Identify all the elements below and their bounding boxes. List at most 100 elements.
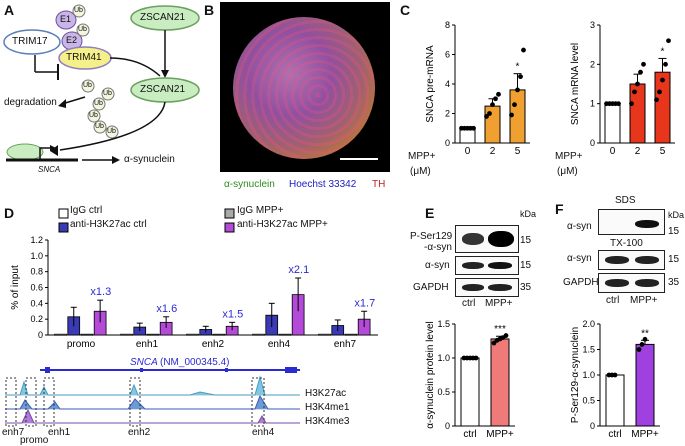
x-tick-label: 2 xyxy=(490,146,496,157)
x-tick-label: ctrl xyxy=(608,429,621,440)
unit-label-c1: (μM) xyxy=(410,166,431,177)
bar xyxy=(605,374,625,427)
y-tick-label: 0 xyxy=(590,138,595,148)
data-point xyxy=(635,81,640,87)
data-point xyxy=(503,333,509,338)
region-enh4: enh4 xyxy=(252,427,275,438)
region-enh7: enh7 xyxy=(2,427,25,438)
significance-mark: * xyxy=(516,62,520,73)
panel-a-label: A xyxy=(4,2,15,18)
panel-e-label: E xyxy=(425,205,435,221)
x-tick-label: enh7 xyxy=(334,339,357,350)
y-tick-label: 0 xyxy=(445,138,450,148)
data-point xyxy=(512,102,517,108)
e-mw3: 35 xyxy=(520,282,532,293)
track-mark-h3k4me3: H3K4me3 xyxy=(305,416,350,427)
legend-red: TH xyxy=(372,179,386,190)
f-row1-label: α-syn xyxy=(567,221,592,232)
x-tick-label: ctrl xyxy=(463,429,476,440)
y-tick-label: 1 xyxy=(590,99,595,109)
data-point xyxy=(629,101,634,107)
bar xyxy=(484,105,501,144)
x-tick-label: 5 xyxy=(515,146,521,157)
organoid-image xyxy=(220,2,390,172)
panel-e-charts: 0 0.5 1.0 1.5 ctrl MPP+ *** α-synuclein protein… xyxy=(425,319,660,440)
y-axis-label: % of input xyxy=(10,265,21,310)
ub-label: Ub xyxy=(107,128,116,135)
panel-d-chart: 0 0.2 0.4 0.6 0.8 1.0 1.2 % of input promo x1.3 en… xyxy=(10,208,378,350)
ub-circle xyxy=(76,23,90,37)
bar xyxy=(80,333,94,336)
legend-swatch xyxy=(58,222,69,233)
e-blot-gapdh xyxy=(455,278,519,297)
data-point xyxy=(471,125,476,131)
data-point xyxy=(663,61,668,67)
region-enh1: enh1 xyxy=(48,427,71,438)
track-gene: SNCA xyxy=(130,357,158,368)
scale-bar xyxy=(340,158,378,160)
fold-change-label: x1.5 xyxy=(222,308,243,320)
e-row2-label: α-syn xyxy=(425,260,450,271)
y-tick-label: 0 xyxy=(590,421,595,431)
legend-k27-mpp: anti-H3K27ac MPP+ xyxy=(237,219,328,230)
f-blot-tx xyxy=(598,250,665,270)
f-kda: kDa xyxy=(668,210,685,220)
track-mark-h3k4me1: H3K4me1 xyxy=(305,402,350,413)
region-enh2: enh2 xyxy=(128,427,151,438)
y-axis-label: SNCA mRNA level xyxy=(570,43,581,125)
f-mw1: 15 xyxy=(668,226,680,237)
significance-mark: * xyxy=(661,46,665,57)
data-point xyxy=(484,114,489,119)
mpp-label-c1: MPP+ xyxy=(408,151,436,162)
data-point xyxy=(639,342,645,347)
y-tick-label: 1.0 xyxy=(437,353,450,363)
data-point xyxy=(496,91,501,97)
mpp-label-c2: MPP+ xyxy=(555,151,583,162)
data-point xyxy=(616,101,621,107)
panel-d-label: D xyxy=(4,205,15,221)
panel-f-label: F xyxy=(555,201,564,217)
bar xyxy=(252,333,265,336)
panel-c-charts: 0 2 4 6 8 0 2 5 * SNCA pre-mRNA 0 1 2 3 0 2 5 * SNCA mRNA … xyxy=(425,20,675,157)
y-tick-label: 1.5 xyxy=(582,345,595,355)
trim17-node xyxy=(3,29,61,55)
e1-node xyxy=(55,10,77,30)
f-blot-gapdh xyxy=(598,273,665,293)
data-point xyxy=(642,336,648,342)
f-lane2: MPP+ xyxy=(630,295,658,306)
e-row1-label: P-Ser129 -α-syn xyxy=(410,231,453,253)
y-tick-label: 3 xyxy=(590,20,595,30)
snca-gene-label: SNCA xyxy=(38,165,61,174)
f-sds-label: SDS xyxy=(615,195,636,206)
zscan21-mid-label: ZSCAN21 xyxy=(140,84,186,95)
y-tick-label: 0.4 xyxy=(30,298,43,308)
genome-track: SNCA (NM_000345.4) H3K27ac H3K4me1 H3K4m… xyxy=(0,352,390,446)
bar xyxy=(146,333,160,336)
legend-green: α-synuclein xyxy=(224,179,275,190)
significance-mark: ** xyxy=(641,328,649,339)
y-tick-label: 1.0 xyxy=(30,251,43,261)
e-blot-asyn xyxy=(455,256,519,275)
legend-swatch xyxy=(224,208,235,219)
ub-label: Ub xyxy=(103,90,112,97)
data-point xyxy=(636,347,642,352)
unit-label-c2: (μM) xyxy=(557,166,578,177)
e1-label: E1 xyxy=(60,14,72,24)
trim17-label: TRIM17 xyxy=(12,36,48,47)
region-promo: promo xyxy=(20,435,49,446)
fold-change-label: x1.6 xyxy=(156,303,177,315)
bar xyxy=(629,83,646,144)
alpha-synuclein-label: α-synuclein xyxy=(124,154,175,165)
x-tick-label: enh1 xyxy=(136,339,159,350)
legend-k27-ctrl: anti-H3K27ac ctrl xyxy=(70,219,147,230)
bar xyxy=(460,357,480,427)
track-accession: (NM_000345.4) xyxy=(160,357,230,368)
x-tick-label: 0 xyxy=(465,146,471,157)
bar xyxy=(212,333,226,336)
f-blot-sds xyxy=(598,209,665,235)
data-point xyxy=(515,87,520,93)
f-mw2: 15 xyxy=(668,254,680,265)
x-tick-label: 2 xyxy=(635,146,641,157)
x-tick-label: 0 xyxy=(610,146,616,157)
y-axis-label: SNCA pre-mRNA xyxy=(425,45,436,123)
